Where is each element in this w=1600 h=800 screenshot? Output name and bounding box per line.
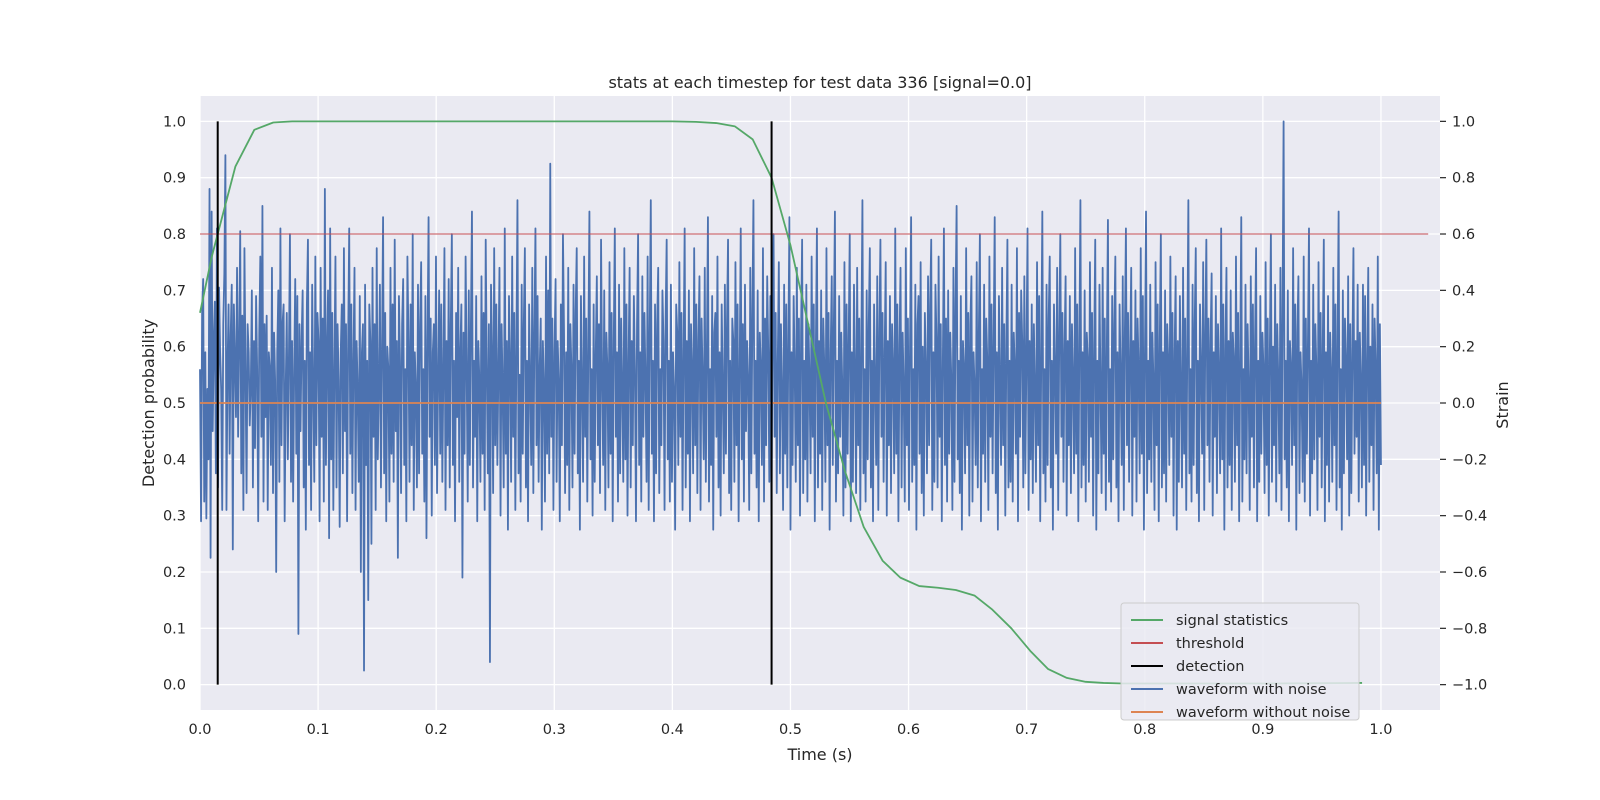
x-tick-label: 0.7 [1015, 722, 1038, 738]
legend-label: waveform without noise [1176, 705, 1350, 721]
y2-axis-label: Strain [1493, 381, 1512, 428]
x-tick-label: 0.9 [1251, 722, 1274, 738]
y2-tick-label: 1.0 [1452, 114, 1475, 130]
y2-tick-label: −0.4 [1452, 509, 1487, 525]
x-tick-label: 0.2 [425, 722, 448, 738]
y2-tick-label: 0.6 [1452, 227, 1475, 243]
y2-tick-label: 0.2 [1452, 340, 1475, 356]
y-tick-label: 0.4 [163, 452, 186, 468]
waveform-with-noise-line [199, 120, 1382, 672]
ticks-layer: 0.0 0.1 0.2 0.3 0.4 0.5 0.6 0.7 0.8 0.9 1.0 0.0 0.1 0… [163, 114, 1487, 738]
y2-tick-label: −0.8 [1452, 621, 1487, 637]
x-tick-label: 0.6 [897, 722, 920, 738]
y-tick-label: 0.9 [163, 171, 186, 187]
y2-tick-label: 0.8 [1452, 171, 1475, 187]
y-tick-label: 0.0 [163, 678, 186, 694]
y2-tick-label: −0.6 [1452, 565, 1487, 581]
x-tick-label: 0.4 [661, 722, 684, 738]
y-tick-label: 0.5 [163, 396, 186, 412]
legend-label: threshold [1176, 636, 1244, 652]
legend-entries: signal statistics threshold detection wavef… [1131, 613, 1350, 721]
y-tick-label: 0.6 [163, 340, 186, 356]
chart-title: stats at each timestep for test data 336… [608, 73, 1031, 92]
y-tick-label: 0.3 [163, 509, 186, 525]
y-tick-label: 1.0 [163, 114, 186, 130]
x-tick-label: 0.0 [188, 722, 211, 738]
y2-tick-label: 0.0 [1452, 396, 1475, 412]
y-axis-label: Detection probability [139, 319, 158, 487]
x-tick-label: 0.3 [543, 722, 566, 738]
y2-tick-label: −1.0 [1452, 678, 1487, 694]
legend-box [1120, 602, 1360, 721]
y-tick-label: 0.1 [163, 621, 186, 637]
series-layer [199, 120, 1429, 685]
x-tick-label: 0.5 [779, 722, 802, 738]
y-tick-label: 0.7 [163, 283, 186, 299]
legend-label: signal statistics [1176, 613, 1288, 629]
legend: signal statistics threshold detection wavef… [1120, 602, 1360, 721]
y-tick-label: 0.2 [163, 565, 186, 581]
y-tick-label: 0.8 [163, 227, 186, 243]
x-tick-label: 1.0 [1369, 722, 1392, 738]
y2-tick-label: −0.2 [1452, 452, 1487, 468]
signal-statistics-line [199, 120, 1363, 685]
legend-label: detection [1176, 659, 1244, 675]
x-axis-label: Time (s) [786, 745, 852, 764]
y2-tick-label: 0.4 [1452, 283, 1475, 299]
legend-label: waveform with noise [1176, 682, 1327, 698]
x-tick-label: 0.8 [1133, 722, 1156, 738]
x-tick-label: 0.1 [307, 722, 330, 738]
